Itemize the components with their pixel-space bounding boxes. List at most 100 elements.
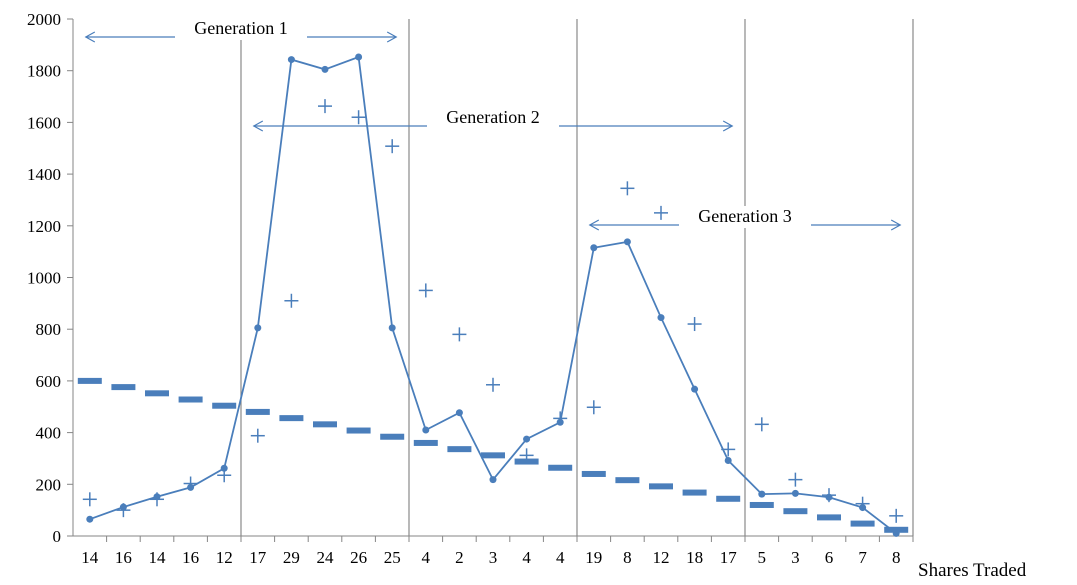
data-point [455, 409, 463, 417]
y-tick-label: 0 [53, 527, 62, 546]
plus-marker [822, 488, 836, 503]
generation-dividers [240, 19, 914, 536]
y-tick-label: 2000 [27, 10, 61, 29]
plus-marker [486, 377, 500, 392]
dash-marker [279, 415, 304, 422]
data-point [321, 65, 329, 73]
plus-marker [418, 283, 433, 298]
x-tick-label: 26 [350, 548, 367, 567]
x-tick-label: 3 [489, 548, 498, 567]
dash-marker [581, 470, 606, 477]
dash-marker [716, 495, 741, 502]
y-axis-ticks: 0 200 400 600 800 1000 1200 1400 1600 1800 2000 [27, 10, 73, 546]
x-tick-label: 19 [585, 548, 602, 567]
data-point [724, 457, 732, 465]
y-tick-label: 1800 [27, 62, 61, 81]
plus-marker [654, 205, 668, 220]
dash-marker [817, 514, 841, 521]
data-point [287, 56, 295, 64]
data-point [86, 515, 94, 523]
x-tick-label: 29 [283, 548, 300, 567]
x-tick-label: 25 [384, 548, 401, 567]
dash-marker [313, 421, 337, 428]
dash-marker [514, 458, 539, 465]
data-point [254, 324, 262, 332]
x-axis-ticks: 14 16 14 16 12 17 29 24 26 25 4 2 3 4 4 19 8 12 18 17 5 3 6 7 8 [81, 536, 914, 567]
x-tick-label: 4 [422, 548, 431, 567]
plus-marker [183, 476, 198, 491]
plus-marker [553, 411, 568, 426]
generation-arrow: Generation 3 [588, 206, 902, 231]
plus-marker [620, 181, 635, 196]
data-point [489, 476, 497, 484]
data-point [523, 435, 531, 443]
data-point [590, 244, 598, 252]
axes [72, 19, 913, 537]
plus-marker [217, 468, 232, 483]
x-tick-label: 3 [791, 548, 800, 567]
data-point [758, 490, 766, 498]
y-tick-label: 1400 [27, 165, 61, 184]
x-tick-label: 8 [623, 548, 632, 567]
dash-marker [548, 464, 573, 471]
plus-marker [452, 327, 467, 342]
plus-marker [284, 293, 299, 308]
plus-marker [116, 503, 131, 518]
generation-arrow: Generation 1 [84, 18, 398, 43]
dash-marker [884, 526, 909, 533]
plus-marker [855, 496, 870, 511]
plus-marker [889, 508, 904, 523]
plus-marker [82, 492, 97, 507]
x-tick-label: 17 [720, 548, 738, 567]
plus-marker [351, 110, 366, 125]
x-axis-title: Shares Traded [918, 560, 1027, 581]
generation-label: Generation 3 [698, 206, 791, 226]
y-tick-label: 1200 [27, 217, 61, 236]
x-tick-label: 14 [81, 548, 99, 567]
x-tick-label: 2 [455, 548, 464, 567]
dash-marker [850, 520, 875, 527]
data-point [388, 324, 396, 332]
y-tick-label: 600 [36, 372, 62, 391]
dash-marker [682, 489, 707, 496]
dash-marker [245, 408, 270, 415]
x-tick-label: 24 [317, 548, 335, 567]
x-tick-label: 12 [216, 548, 233, 567]
x-tick-label: 16 [182, 548, 199, 567]
plus-marker [250, 428, 265, 443]
x-tick-label: 6 [825, 548, 834, 567]
y-tick-label: 200 [36, 475, 62, 494]
plus-marker [721, 442, 736, 457]
plus-marker [687, 317, 702, 332]
plus-marker [754, 417, 769, 432]
x-tick-label: 14 [149, 548, 167, 567]
dash-marker [649, 483, 673, 490]
plus-marker [318, 99, 332, 114]
data-point [623, 238, 631, 246]
dash-marker [413, 439, 438, 446]
y-tick-label: 400 [36, 424, 62, 443]
x-tick-label: 12 [653, 548, 670, 567]
dash-marker [749, 501, 774, 508]
dash-marker [212, 402, 237, 409]
dash-marker [615, 477, 640, 484]
generation-annotations: Generation 1 Generation 2 Generation 3 [84, 18, 902, 231]
y-tick-label: 800 [36, 320, 62, 339]
dash-marker [380, 433, 405, 440]
x-tick-label: 4 [522, 548, 531, 567]
dash-marker [447, 446, 472, 453]
x-tick-label: 18 [686, 548, 703, 567]
data-point [355, 53, 363, 61]
plus-marker [788, 472, 803, 487]
dash-marker [346, 427, 371, 434]
y-tick-label: 1600 [27, 113, 61, 132]
dash-marker [783, 508, 808, 515]
series-dash [77, 377, 909, 533]
data-point [691, 385, 699, 393]
dash-marker [77, 377, 102, 384]
data-point [657, 314, 665, 322]
dash-marker [145, 390, 169, 397]
generation-arrow: Generation 2 [252, 107, 734, 132]
x-tick-label: 8 [892, 548, 901, 567]
generation-label: Generation 1 [194, 18, 287, 38]
